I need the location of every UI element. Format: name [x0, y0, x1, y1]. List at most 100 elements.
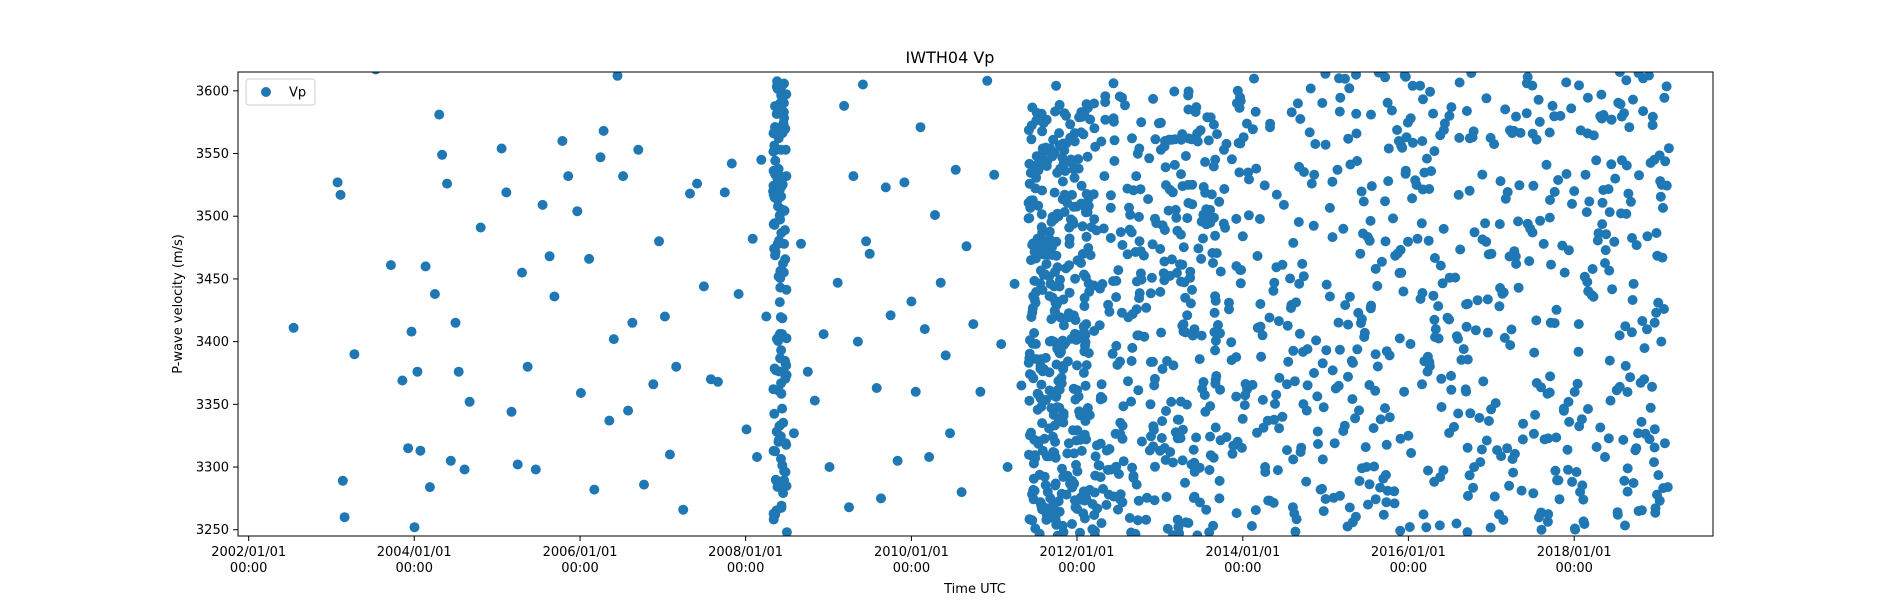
data-point	[1417, 379, 1427, 390]
data-point	[1195, 125, 1206, 136]
data-point	[335, 189, 346, 200]
data-point	[1090, 451, 1101, 462]
data-point	[1559, 267, 1570, 278]
data-point	[1180, 327, 1191, 338]
data-point	[1207, 248, 1218, 258]
data-point	[598, 125, 609, 136]
data-point	[1050, 106, 1061, 117]
data-point	[1308, 220, 1319, 231]
data-point	[1320, 494, 1331, 504]
plot-area	[237, 71, 1714, 537]
data-point	[1182, 213, 1193, 224]
data-point	[1262, 415, 1273, 426]
data-point	[1438, 465, 1449, 476]
data-point	[1541, 159, 1552, 170]
data-point	[1606, 159, 1617, 170]
data-point	[1031, 172, 1042, 183]
data-point	[1260, 462, 1271, 472]
data-point	[1650, 507, 1661, 518]
data-point	[1436, 373, 1447, 384]
data-point	[1048, 390, 1059, 401]
data-point	[1073, 163, 1084, 174]
data-point	[1569, 523, 1580, 534]
data-point	[774, 420, 785, 431]
data-point	[1070, 502, 1081, 513]
data-point	[781, 481, 792, 491]
data-point	[1538, 238, 1549, 249]
y-tick-label: 3600	[196, 84, 229, 99]
data-point	[1380, 236, 1391, 247]
data-point	[1329, 438, 1340, 449]
data-point	[1622, 387, 1633, 397]
data-point	[1166, 254, 1177, 265]
data-point	[1370, 263, 1381, 274]
data-point	[1210, 335, 1221, 346]
data-point	[1481, 435, 1492, 446]
data-point	[1056, 346, 1066, 357]
data-point	[1318, 506, 1329, 517]
data-point	[1131, 276, 1142, 287]
data-point	[1486, 404, 1497, 415]
data-point	[1096, 379, 1107, 390]
data-point	[1169, 86, 1180, 97]
data-point	[1212, 129, 1222, 140]
data-point	[1437, 278, 1448, 289]
data-point	[996, 339, 1007, 350]
data-point	[1417, 288, 1428, 298]
data-point	[1127, 462, 1138, 473]
data-point	[1295, 114, 1306, 124]
data-point	[779, 225, 790, 236]
data-point	[1044, 271, 1055, 282]
data-point	[1330, 383, 1341, 394]
data-point	[1530, 409, 1541, 420]
data-point	[1513, 282, 1524, 293]
data-point	[824, 462, 835, 472]
data-point	[1126, 356, 1137, 366]
data-point	[1115, 429, 1126, 440]
data-point	[1628, 94, 1638, 105]
data-point	[761, 311, 772, 322]
data-point	[1024, 514, 1035, 525]
data-point	[1002, 462, 1013, 472]
data-point	[1317, 454, 1328, 465]
data-point	[1145, 288, 1156, 299]
data-point	[1161, 406, 1171, 416]
data-point	[772, 84, 783, 94]
data-point	[1074, 406, 1085, 417]
data-point	[453, 366, 464, 377]
data-point	[975, 386, 986, 397]
data-point	[1662, 482, 1673, 493]
data-point	[756, 154, 767, 165]
data-point	[623, 405, 634, 416]
data-point	[1089, 487, 1100, 498]
data-point	[1059, 189, 1070, 200]
data-point	[1077, 221, 1088, 232]
data-point	[1477, 234, 1488, 245]
data-point	[775, 312, 786, 323]
data-point	[1113, 265, 1124, 276]
data-point	[1126, 227, 1137, 238]
data-point	[1423, 235, 1434, 246]
data-point	[1380, 470, 1391, 480]
data-point	[1176, 169, 1186, 180]
data-point	[1574, 421, 1585, 432]
data-point	[770, 155, 781, 166]
data-point	[1343, 371, 1353, 382]
data-point	[1388, 213, 1398, 224]
data-point	[1528, 488, 1539, 499]
data-point	[1235, 95, 1246, 106]
data-point	[1172, 514, 1183, 525]
data-point	[1466, 72, 1477, 79]
data-point	[1133, 330, 1144, 341]
data-point	[1620, 520, 1630, 531]
data-point	[584, 253, 595, 264]
data-point	[1605, 395, 1616, 406]
data-point	[1550, 465, 1561, 476]
data-point	[1370, 494, 1381, 505]
data-point	[781, 89, 792, 100]
data-point	[930, 210, 940, 220]
data-point	[1649, 154, 1660, 165]
data-point	[1163, 205, 1174, 216]
data-point	[1444, 428, 1455, 438]
data-point	[1270, 398, 1280, 409]
